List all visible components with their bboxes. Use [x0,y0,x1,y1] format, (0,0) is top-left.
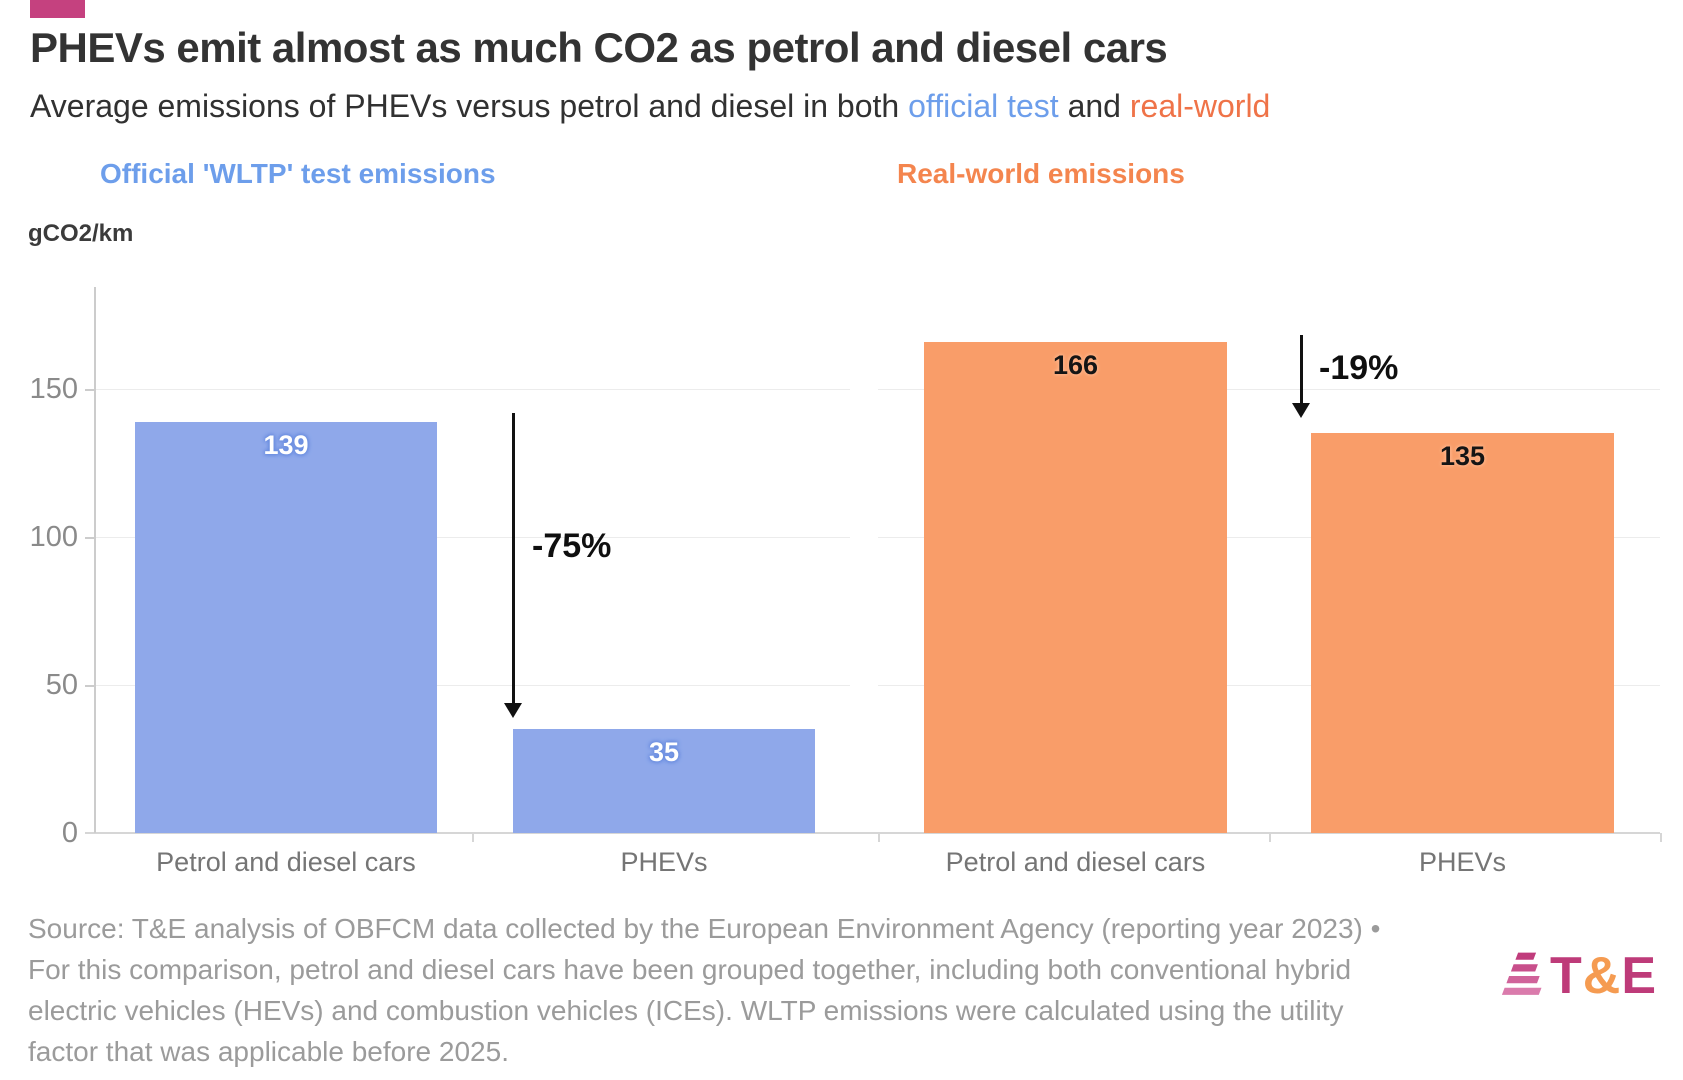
subtitle-official-test: official test [908,88,1059,124]
bar-value-label: 139 [263,429,309,460]
y-axis-tick [85,389,95,391]
brand-accent-rect [30,0,85,18]
delta-label: -75% [532,527,612,565]
te-logo: T&E [1492,946,1682,1016]
category-label: Petrol and diesel cars [945,847,1206,877]
bar-real-world-petrol-and-diesel-cars [924,341,1227,833]
x-axis-tick [1660,833,1662,842]
source-line: factor that was applicable before 2025. [28,1036,509,1067]
y-tick-label: 150 [29,373,78,405]
y-axis-tick [85,685,95,687]
subtitle-prefix: Average emissions of PHEVs versus petrol… [30,88,909,124]
category-label: PHEVs [620,847,708,877]
gridline [95,389,850,390]
gridline [878,537,1660,538]
source-line: Source: T&E analysis of OBFCM data colle… [28,913,1381,944]
delta-arrow [1299,335,1303,404]
x-axis-tick [1269,833,1271,842]
panel-title-real-world: Real-world emissions [897,158,1185,189]
bar-value-label: 35 [648,737,680,768]
y-tick-label: 50 [45,669,78,701]
source-line: For this comparison, petrol and diesel c… [28,954,1352,985]
bar-real-world-phevs [1311,433,1614,833]
y-axis-line [94,287,96,833]
x-axis-tick [878,833,880,842]
y-axis-unit-label: gCO2/km [28,220,134,247]
category-label: PHEVs [1418,847,1507,877]
page-title: PHEVs emit almost as much CO2 as petrol … [30,24,1168,71]
logo-letter-t: T [1550,947,1583,1005]
chart-subtitle: Average emissions of PHEVs versus petrol… [30,88,1270,125]
y-axis-tick [85,537,95,539]
gridline [878,685,1660,686]
delta-arrow [511,413,515,704]
y-tick-label: 100 [29,521,78,553]
gridline [95,685,850,686]
logo-ampersand: & [1582,947,1622,1005]
x-axis-tick [472,833,474,842]
source-line: electric vehicles (HEVs) and combustion … [28,995,1344,1026]
y-tick-label: 0 [61,817,78,849]
delta-label: -19% [1319,349,1399,387]
subtitle-real-world: real-world [1129,88,1271,124]
bar-official-petrol-and-diesel-cars [135,421,437,833]
category-label: Petrol and diesel cars [156,847,416,877]
bar-official-phevs [513,729,815,833]
logo-letter-e: E [1621,947,1658,1005]
te-logo-stripes-icon [1501,952,1542,995]
source-note: Source: T&E analysis of OBFCM data colle… [28,908,1380,1072]
subtitle-and: and [1058,88,1130,124]
x-axis-baseline [85,832,1660,834]
gridline [95,537,850,538]
bar-value-label: 135 [1439,441,1486,472]
gridline [878,389,1660,390]
delta-arrow-head [1292,403,1310,418]
panel-title-official: Official 'WLTP' test emissions [100,158,496,189]
delta-arrow-head [504,703,522,718]
bar-value-label: 166 [1052,349,1099,380]
te-logo-text: T&E [1550,946,1657,1006]
